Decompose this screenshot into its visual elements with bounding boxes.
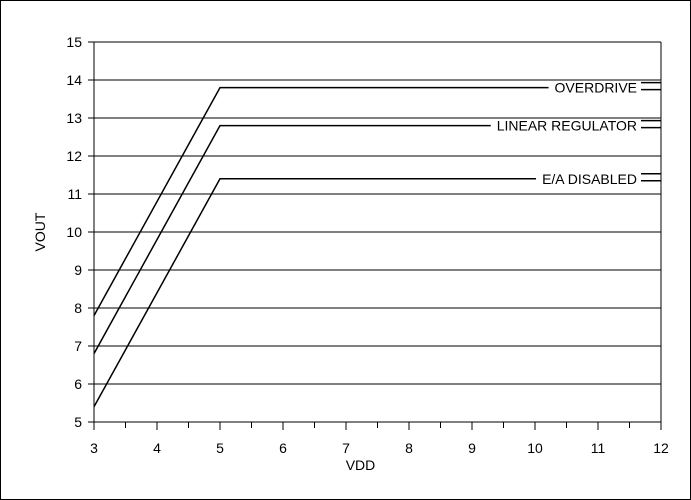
series-label-bg-linear-regulator (490, 118, 662, 133)
x-tick-label-11: 11 (591, 440, 606, 456)
series-line-linear-regulator (93, 124, 661, 354)
x-tick-label-12: 12 (653, 440, 669, 456)
series-label-e-a-disabled: E/A DISABLED (542, 171, 637, 187)
x-axis-ticks: 3 4 5 6 7 8 9 10 11 12 (90, 422, 669, 456)
series-line-overdrive (93, 86, 661, 316)
y-axis-ticks: 5 6 7 8 9 10 11 12 13 14 15 (66, 34, 94, 430)
series-label-bg-e-a-disabled (536, 171, 662, 186)
y-tick-label-12: 12 (66, 148, 82, 164)
y-tick-label-10: 10 (66, 224, 82, 240)
series-lines (93, 86, 661, 408)
series-label-linear-regulator: LINEAR REGULATOR (497, 118, 637, 134)
x-axis-title: VDD (346, 457, 376, 473)
y-tick-label-6: 6 (74, 376, 82, 392)
y-tick-label-9: 9 (74, 262, 82, 278)
x-tick-label-8: 8 (405, 440, 413, 456)
x-tick-label-10: 10 (527, 440, 543, 456)
y-tick-label-7: 7 (74, 338, 82, 354)
x-tick-label-6: 6 (279, 440, 287, 456)
y-tick-label-11: 11 (67, 186, 82, 202)
x-tick-label-4: 4 (153, 440, 161, 456)
x-tick-label-7: 7 (342, 440, 350, 456)
y-tick-label-14: 14 (66, 72, 82, 88)
series-labels: OVERDRIVE LINEAR REGULATOR E/A DISABLED (490, 80, 662, 187)
y-tick-label-13: 13 (66, 110, 82, 126)
x-tick-label-3: 3 (90, 440, 98, 456)
y-tick-label-5: 5 (74, 414, 82, 430)
series-label-overdrive: OVERDRIVE (555, 80, 637, 96)
series-line-e-a-disabled (93, 178, 661, 408)
y-tick-label-15: 15 (66, 34, 82, 50)
y-axis-title: VOUT (32, 212, 48, 251)
x-tick-label-9: 9 (468, 440, 476, 456)
series-label-bg-overdrive (548, 80, 662, 95)
grid-lines (94, 41, 661, 423)
x-tick-label-5: 5 (216, 440, 224, 456)
y-tick-label-8: 8 (74, 300, 82, 316)
